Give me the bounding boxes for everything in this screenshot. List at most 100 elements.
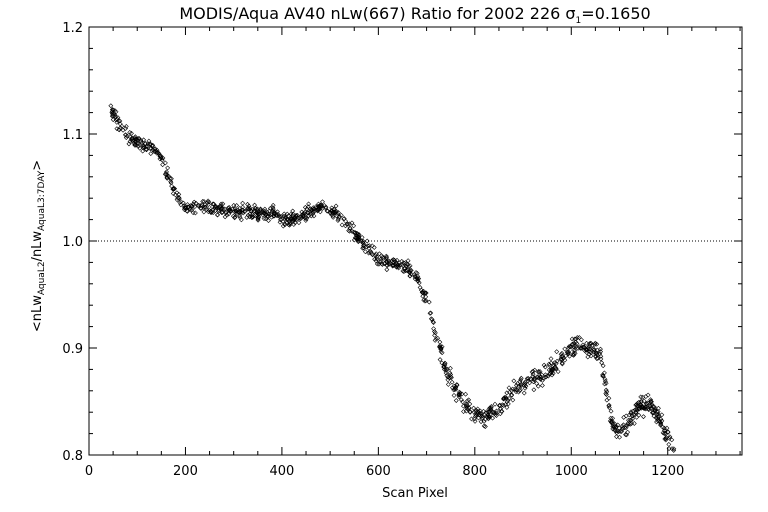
- data-point: [203, 204, 208, 210]
- data-point: [623, 425, 629, 431]
- data-point: [522, 381, 528, 386]
- data-point: [554, 349, 560, 355]
- data-point: [541, 362, 547, 368]
- data-point: [335, 218, 341, 223]
- data-point: [480, 415, 486, 420]
- data-point: [617, 434, 622, 440]
- data-point: [118, 125, 123, 131]
- data-point: [667, 434, 673, 440]
- chart-title: MODIS/Aqua AV40 nLw(667) Ratio for 2002 …: [179, 4, 650, 26]
- data-point: [492, 401, 498, 407]
- data-point: [485, 416, 491, 422]
- data-point: [442, 360, 448, 366]
- data-point: [185, 204, 191, 210]
- data-point: [627, 421, 633, 427]
- data-point: [364, 238, 370, 244]
- data-point: [546, 371, 552, 377]
- data-point: [123, 126, 128, 131]
- data-point: [216, 205, 222, 211]
- data-point: [603, 391, 609, 396]
- data-point: [594, 347, 600, 353]
- data-point: [566, 349, 572, 355]
- data-point: [628, 409, 634, 415]
- data-point: [530, 374, 536, 379]
- data-point: [438, 349, 444, 355]
- data-point: [463, 403, 469, 409]
- data-point: [332, 210, 338, 216]
- data-point: [287, 221, 293, 227]
- data-point: [584, 350, 590, 355]
- data-point: [253, 205, 259, 211]
- data-point: [612, 424, 618, 430]
- data-point: [634, 403, 640, 408]
- data-point: [485, 409, 491, 415]
- data-point: [571, 351, 576, 357]
- data-point: [416, 276, 422, 281]
- data-point: [208, 208, 214, 214]
- data-point: [539, 383, 545, 388]
- data-point: [552, 364, 558, 370]
- data-point: [555, 369, 561, 375]
- data-point: [671, 447, 677, 453]
- data-point: [477, 410, 483, 416]
- data-point: [327, 210, 333, 215]
- data-point: [391, 262, 397, 268]
- data-point: [230, 213, 236, 219]
- data-point: [603, 387, 609, 393]
- x-tick-label: 600: [366, 464, 391, 479]
- data-point: [218, 201, 224, 207]
- data-point: [330, 213, 336, 219]
- data-point: [178, 202, 184, 208]
- data-point: [165, 165, 171, 171]
- data-point: [593, 354, 599, 359]
- data-point: [200, 199, 206, 204]
- data-point: [299, 209, 305, 215]
- data-point: [290, 208, 296, 214]
- data-point: [454, 382, 460, 387]
- data-point: [147, 141, 153, 147]
- data-point: [255, 209, 261, 215]
- data-point: [175, 195, 181, 201]
- x-tick-label: 1000: [555, 464, 588, 479]
- data-point: [232, 214, 238, 220]
- data-point: [329, 205, 335, 211]
- data-point: [454, 382, 460, 388]
- data-point: [651, 413, 657, 419]
- data-point: [540, 377, 545, 383]
- data-point: [566, 344, 572, 349]
- data-point: [657, 419, 663, 425]
- data-point: [263, 211, 269, 217]
- data-point: [550, 363, 556, 369]
- data-point: [420, 290, 426, 295]
- data-point: [563, 353, 569, 359]
- data-point: [360, 238, 366, 244]
- y-axis-ticks: 0.8 0.9 1.0 1.1 1.2: [62, 21, 742, 464]
- data-point: [361, 242, 367, 247]
- data-point: [222, 206, 228, 212]
- y-tick-label: 1.0: [62, 235, 83, 250]
- data-point: [336, 210, 341, 216]
- data-point: [498, 408, 504, 414]
- data-point: [255, 215, 261, 220]
- data-point: [467, 409, 473, 415]
- data-point: [494, 413, 499, 418]
- data-point: [571, 344, 577, 350]
- x-tick-label: 0: [85, 464, 93, 479]
- data-point: [660, 424, 666, 430]
- data-point: [273, 212, 279, 218]
- data-point: [123, 135, 129, 141]
- data-point: [633, 410, 638, 416]
- data-point: [463, 391, 469, 397]
- data-point: [395, 262, 401, 268]
- data-point: [543, 372, 548, 378]
- data-point: [303, 217, 309, 223]
- data-point: [472, 416, 477, 422]
- data-point: [408, 271, 414, 277]
- data-point: [281, 211, 287, 217]
- data-point: [157, 153, 163, 159]
- data-point: [510, 397, 516, 403]
- data-point: [490, 415, 496, 421]
- data-point: [447, 365, 453, 371]
- data-point: [588, 353, 594, 359]
